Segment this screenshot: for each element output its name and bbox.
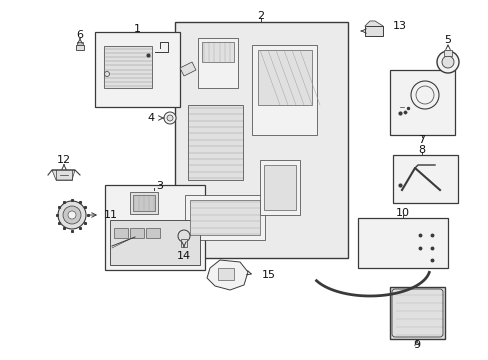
Text: 11: 11 (104, 210, 118, 220)
Bar (95, 32, 180, 107)
Polygon shape (180, 62, 196, 76)
Bar (181, 239, 186, 247)
Bar (202, 42, 234, 62)
Bar (218, 268, 234, 280)
Circle shape (178, 230, 190, 242)
Bar (389, 287, 444, 339)
Bar (77, 42, 83, 45)
Circle shape (163, 112, 176, 124)
Text: 12: 12 (57, 155, 71, 165)
Bar (133, 195, 155, 211)
Text: 2: 2 (257, 11, 264, 21)
Bar (114, 228, 128, 238)
Bar (110, 220, 200, 265)
Text: 10: 10 (395, 208, 409, 218)
Polygon shape (206, 260, 247, 290)
Bar (104, 46, 152, 88)
Text: 4: 4 (147, 113, 155, 123)
Bar (187, 105, 243, 180)
Bar (130, 228, 143, 238)
Polygon shape (364, 21, 382, 26)
Bar (251, 45, 316, 135)
Circle shape (68, 211, 76, 219)
Bar (443, 50, 451, 56)
Text: 5: 5 (444, 35, 450, 45)
Circle shape (410, 81, 438, 109)
Bar (105, 185, 204, 270)
Text: 13: 13 (392, 21, 406, 31)
Text: 15: 15 (262, 270, 275, 280)
Text: 9: 9 (412, 340, 420, 350)
Polygon shape (175, 22, 347, 258)
Text: 7: 7 (418, 135, 425, 145)
Text: 1: 1 (133, 24, 140, 34)
Polygon shape (52, 170, 75, 180)
Circle shape (167, 115, 173, 121)
Bar (198, 38, 238, 88)
Bar (76, 45, 84, 50)
Bar (389, 70, 454, 135)
Text: 8: 8 (418, 145, 425, 155)
Circle shape (63, 206, 81, 224)
Bar (130, 192, 158, 214)
Circle shape (441, 56, 453, 68)
Bar (258, 50, 311, 105)
Bar (260, 160, 299, 215)
Circle shape (58, 201, 86, 229)
Circle shape (104, 72, 109, 77)
Bar (392, 155, 457, 203)
Circle shape (415, 86, 433, 104)
Text: 6: 6 (76, 30, 83, 40)
Bar (190, 200, 260, 235)
Text: 3: 3 (156, 181, 163, 191)
Text: 14: 14 (177, 251, 191, 261)
Bar (357, 218, 447, 268)
Bar (364, 26, 382, 36)
Bar (184, 195, 264, 240)
Bar (146, 228, 160, 238)
Bar (264, 165, 295, 210)
Circle shape (436, 51, 458, 73)
